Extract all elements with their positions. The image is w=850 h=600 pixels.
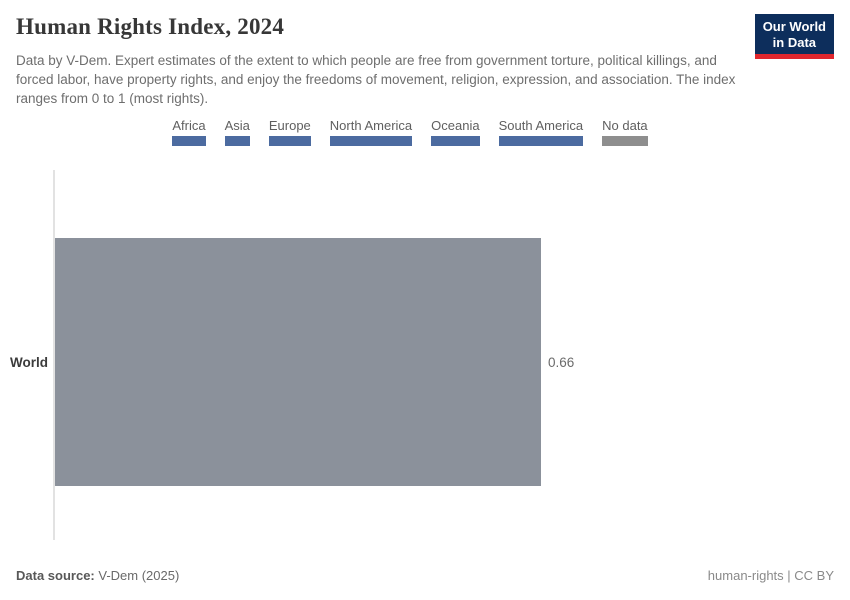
legend-item-north-america[interactable]: North America <box>329 118 413 146</box>
legend-item-oceania[interactable]: Oceania <box>431 118 480 146</box>
legend-item-europe[interactable]: Europe <box>268 118 311 146</box>
legend-item-swatch <box>329 136 413 146</box>
bar-world[interactable] <box>55 238 541 486</box>
legend-item-label: South America <box>498 118 584 133</box>
data-source: Data source: V-Dem (2025) <box>16 568 179 583</box>
legend-item-south-america[interactable]: South America <box>498 118 584 146</box>
owid-logo-line1: Our World <box>762 19 826 34</box>
legend-item-africa[interactable]: Africa <box>172 118 206 146</box>
footer: Data source: V-Dem (2025) human-rights |… <box>16 568 834 583</box>
legend-item-swatch <box>431 136 480 146</box>
entity-label: World <box>10 354 48 370</box>
plot-area: World 0.66 <box>0 238 850 486</box>
chart-row: World 0.66 <box>0 238 850 486</box>
chart-subtitle: Data by V-Dem. Expert estimates of the e… <box>16 53 736 107</box>
legend-item-swatch <box>224 136 250 146</box>
data-source-label: Data source: <box>16 568 95 583</box>
legend-item-asia[interactable]: Asia <box>224 118 250 146</box>
legend-item-label: North America <box>329 118 413 133</box>
chart-title: Human Rights Index, 2024 <box>16 14 285 39</box>
legend-item-label: Asia <box>224 118 250 133</box>
owid-logo-line2: in Data <box>772 34 817 50</box>
legend-item-label: No data <box>602 118 648 133</box>
owid-logo[interactable]: Our World in Data <box>754 14 834 60</box>
legend-item-swatch <box>172 136 206 146</box>
data-source-value: V-Dem (2025) <box>98 568 180 583</box>
legend-item-swatch <box>498 136 584 146</box>
legend-item-swatch <box>268 136 311 146</box>
legend: Africa Asia Europe North America Oceania Sout… <box>0 118 835 146</box>
y-axis-line <box>53 170 55 540</box>
legend-item-label: Europe <box>268 118 311 133</box>
legend-item-label: Africa <box>172 118 206 133</box>
legend-item-no-data[interactable]: No data <box>602 118 648 146</box>
legend-item-label: Oceania <box>431 118 480 133</box>
legend-item-swatch <box>602 136 648 146</box>
value-label: 0.66 <box>548 354 575 370</box>
credit-link[interactable]: human-rights | CC BY <box>707 568 834 583</box>
